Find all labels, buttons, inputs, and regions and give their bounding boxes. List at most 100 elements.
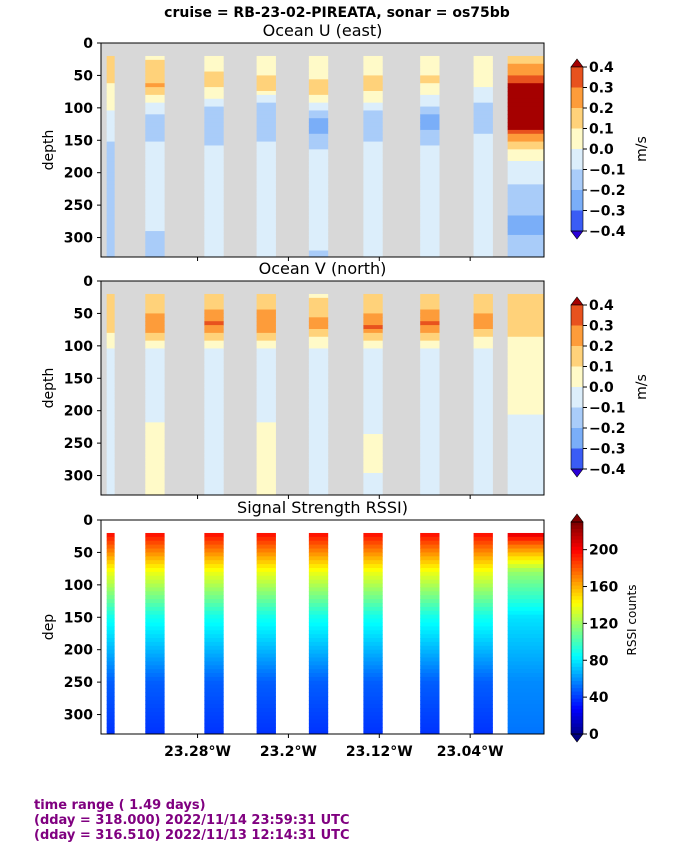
data-cell [204,641,224,647]
data-cell [106,246,115,252]
data-cell [256,556,276,561]
data-cell [473,704,493,709]
data-cell [308,157,329,162]
data-cell [363,618,383,623]
data-cell [204,480,224,486]
y-tick-label: 50 [74,68,94,84]
data-cell [507,321,544,326]
data-cell [308,188,329,193]
data-cell [145,360,165,365]
data-cell [106,399,115,404]
data-cell [473,313,493,318]
data-cell [106,422,115,427]
data-cell [106,634,115,639]
data-cell [363,328,383,334]
data-column [420,532,440,735]
colorbar-extend-bottom [570,230,584,240]
data-cell [256,665,276,670]
data-cell [473,90,493,96]
data-cell [473,579,493,585]
data-cell [204,673,224,678]
data-cell [106,560,115,565]
data-cell [308,696,329,701]
data-cell [507,250,544,255]
y-tick-label: 300 [64,231,93,247]
data-cell [256,461,276,466]
data-cell [507,430,544,435]
colorbar-tick-label: 0.3 [589,81,614,97]
data-cell [507,234,544,240]
data-cell [507,630,544,635]
data-cell [204,211,224,216]
colorbar-band [571,635,583,639]
data-cell [507,196,544,201]
data-cell [204,184,224,189]
data-cell [420,715,440,721]
data-cell [308,325,329,330]
data-cell [145,680,165,686]
data-cell [363,402,383,408]
data-cell [256,59,276,65]
data-cell [363,227,383,232]
data-column [507,532,544,735]
data-cell [106,567,115,573]
y-tick-label: 100 [64,339,93,355]
data-cell [473,688,493,693]
colorbar-band [571,557,583,562]
data-cell [363,453,383,458]
data-cell [420,692,440,697]
data-cell [106,87,115,92]
data-cell [308,484,329,490]
data-cell [363,297,383,303]
colorbar-band [571,525,583,530]
data-cell [308,55,329,61]
data-cell [507,67,544,73]
data-column [145,532,165,735]
data-cell [308,575,329,581]
y-tick-label: 150 [64,610,93,626]
colorbar-tick-label: 0 [589,727,599,743]
data-cell [363,367,383,373]
data-cell [256,231,276,236]
colorbar-tick-label: 80 [589,653,609,669]
data-cell [308,402,329,408]
data-cell [473,110,493,115]
data-cell [145,449,165,454]
data-cell [256,332,276,338]
data-cell [420,153,440,158]
data-cell [308,610,329,616]
plot-frame [100,519,545,735]
data-cell [420,437,440,443]
data-cell [507,242,544,248]
data-cell [204,153,224,158]
data-cell [420,430,440,435]
data-cell [363,129,383,135]
y-tick-label: 250 [64,436,93,452]
data-cell [420,309,440,314]
data-cell [473,149,493,154]
data-cell [145,472,165,478]
data-column [363,293,383,496]
data-cell [256,192,276,197]
data-cell [256,196,276,201]
data-cell [106,480,115,486]
data-cell [473,129,493,135]
data-cell [308,723,329,729]
data-cell [420,176,440,181]
data-cell [473,603,493,608]
data-cell [308,449,329,454]
data-cell [106,137,115,143]
data-cell [473,325,493,330]
y-tick-label: 300 [64,708,93,724]
data-cell [420,199,440,205]
data-cell [473,414,493,419]
data-cell [507,79,544,84]
data-cell [420,552,440,557]
data-cell [507,180,544,185]
data-cell [256,387,276,392]
data-cell [204,246,224,252]
data-cell [420,579,440,585]
data-cell [204,469,224,474]
data-cell [256,540,276,546]
data-cell [106,141,115,146]
